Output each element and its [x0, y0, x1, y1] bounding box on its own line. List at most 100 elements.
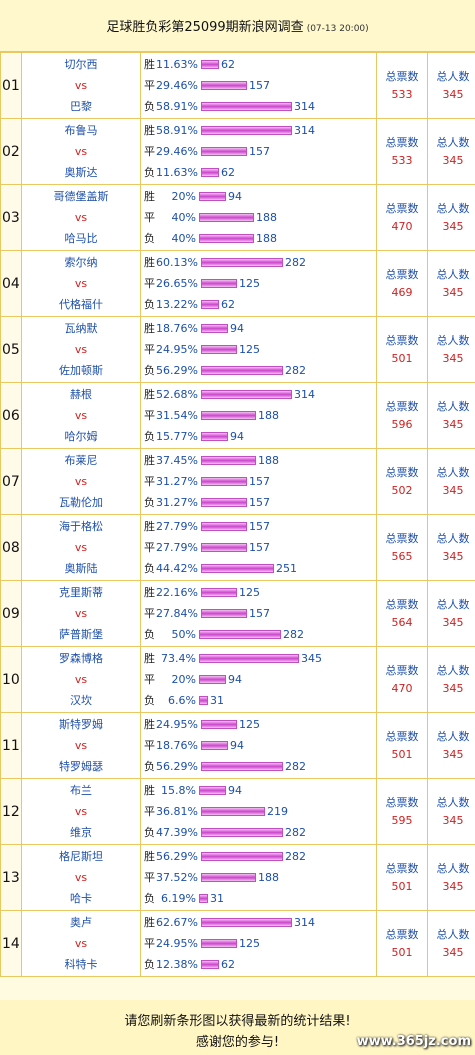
stat-draw: 平 24.95% 125 — [141, 339, 376, 360]
vote-stats: 胜 24.95% 125 平 18.76% 94 负 56.29% 282 — [140, 712, 377, 779]
home-team[interactable]: 布兰 — [70, 784, 92, 797]
vote-count: 94 — [229, 430, 244, 443]
vote-bar — [200, 300, 219, 309]
away-team[interactable]: 瓦勒伦加 — [59, 496, 103, 509]
home-team[interactable]: 哥德堡盖斯 — [53, 190, 109, 203]
stat-label: 平 — [144, 343, 155, 356]
home-team[interactable]: 罗森博格 — [59, 652, 103, 665]
stat-win: 胜 22.16% 125 — [141, 582, 376, 603]
total-votes-value: 564 — [391, 615, 413, 629]
stat-win: 胜 52.68% 314 — [141, 384, 376, 405]
thanks-notice: 感谢您的参与! — [195, 1035, 280, 1050]
away-team[interactable]: 巴黎 — [70, 100, 92, 113]
away-team[interactable]: 佐加顿斯 — [59, 364, 103, 377]
home-team[interactable]: 克里斯蒂 — [59, 586, 103, 599]
vote-count: 125 — [238, 718, 260, 731]
stat-label: 平 — [144, 277, 155, 290]
vote-count: 188 — [257, 871, 279, 884]
total-people-cell: 总人数 345 — [427, 316, 475, 383]
vote-stats: 胜 22.16% 125 平 27.84% 157 负 50% 282 — [140, 580, 377, 647]
vote-bar — [200, 828, 283, 837]
total-votes-label: 总票数 — [385, 663, 419, 677]
stat-lose: 负 11.63% 62 — [141, 162, 376, 183]
page-title: 足球胜负彩第25099期新浪网调查 — [106, 20, 304, 35]
stat-win: 胜 11.63% 62 — [141, 54, 376, 75]
total-votes-label: 总票数 — [385, 597, 419, 611]
vote-count: 282 — [284, 364, 306, 377]
match-number: 04 — [0, 250, 22, 317]
home-team[interactable]: 海于格松 — [59, 520, 103, 533]
total-votes-value: 501 — [391, 747, 413, 761]
stat-draw: 平 37.52% 188 — [141, 867, 376, 888]
home-team[interactable]: 格尼斯坦 — [59, 850, 103, 863]
vote-count: 345 — [301, 652, 322, 665]
vote-count: 94 — [228, 190, 242, 203]
stat-percent: 58.91% — [156, 100, 198, 113]
away-team[interactable]: 代格福什 — [59, 298, 103, 311]
vote-bar — [200, 390, 292, 399]
stat-draw: 平 29.46% 157 — [141, 75, 376, 96]
stat-win: 胜 24.95% 125 — [141, 714, 376, 735]
home-team[interactable]: 布鲁马 — [64, 124, 98, 137]
away-team[interactable]: 哈尔姆 — [64, 430, 98, 443]
away-team[interactable]: 维京 — [70, 826, 92, 839]
vs-label: vs — [74, 79, 88, 92]
away-team[interactable]: 哈卡 — [70, 892, 92, 905]
match-teams: 克里斯蒂 vs 萨普斯堡 — [21, 580, 141, 647]
away-team[interactable]: 科特卡 — [64, 958, 98, 971]
stat-label: 胜 — [144, 256, 155, 269]
match-row: 06 赫根 vs 哈尔姆 胜 52.68% 314 平 31.54% 188 负 15.77% 94 总票… — [0, 382, 475, 449]
vote-count: 125 — [238, 937, 260, 950]
home-team[interactable]: 奥卢 — [70, 916, 92, 929]
total-people-cell: 总人数 345 — [427, 250, 475, 317]
home-team[interactable]: 切尔西 — [64, 58, 98, 71]
total-votes-cell: 总票数 595 — [376, 778, 428, 845]
home-team[interactable]: 布莱尼 — [64, 454, 98, 467]
stat-draw: 平 27.84% 157 — [141, 603, 376, 624]
total-people-value: 345 — [442, 681, 464, 695]
match-row: 02 布鲁马 vs 奥斯达 胜 58.91% 314 平 29.46% 157 负 11.63% 62 总… — [0, 118, 475, 185]
home-team[interactable]: 瓦纳默 — [64, 322, 98, 335]
vote-bar — [200, 762, 283, 771]
vs-label: vs — [74, 673, 88, 686]
away-team[interactable]: 奥斯达 — [64, 166, 98, 179]
stat-lose: 负 56.29% 282 — [141, 360, 376, 381]
away-team[interactable]: 萨普斯堡 — [59, 628, 103, 641]
match-number: 02 — [0, 118, 22, 185]
home-team[interactable]: 索尔纳 — [64, 256, 98, 269]
total-votes-label: 总票数 — [385, 399, 419, 413]
stat-label: 胜 — [144, 718, 155, 731]
match-row: 09 克里斯蒂 vs 萨普斯堡 胜 22.16% 125 平 27.84% 157 负 50% 282 总… — [0, 580, 475, 647]
stat-label: 胜 — [144, 190, 155, 203]
stat-percent: 50% — [171, 628, 196, 641]
vote-bar — [199, 630, 281, 639]
stat-percent: 73.4% — [161, 652, 196, 665]
vote-bar — [199, 894, 208, 903]
total-people-cell: 总人数 345 — [427, 118, 475, 185]
stat-label: 负 — [144, 430, 155, 443]
stat-percent: 60.13% — [156, 256, 198, 269]
stat-percent: 27.79% — [156, 520, 198, 533]
match-teams: 奥卢 vs 科特卡 — [21, 910, 141, 977]
total-people-cell: 总人数 345 — [427, 184, 475, 251]
away-team[interactable]: 特罗姆瑟 — [59, 760, 103, 773]
vote-stats: 胜 62.67% 314 平 24.95% 125 负 12.38% 62 — [140, 910, 377, 977]
vote-count: 157 — [248, 79, 270, 92]
vs-label: vs — [74, 937, 88, 950]
stat-lose: 负 50% 282 — [141, 624, 376, 645]
vs-label: vs — [74, 871, 88, 884]
vote-count: 314 — [293, 124, 315, 137]
vote-bar — [199, 234, 254, 243]
vote-count: 282 — [284, 760, 306, 773]
away-team[interactable]: 哈马比 — [64, 232, 98, 245]
vote-bar — [200, 522, 247, 531]
total-votes-cell: 总票数 470 — [376, 184, 428, 251]
match-number: 03 — [0, 184, 22, 251]
vote-bar — [200, 588, 237, 597]
away-team[interactable]: 汉坎 — [70, 694, 92, 707]
home-team[interactable]: 赫根 — [70, 388, 92, 401]
total-people-cell: 总人数 345 — [427, 910, 475, 977]
vote-bar — [200, 258, 283, 267]
home-team[interactable]: 斯特罗姆 — [59, 718, 103, 731]
away-team[interactable]: 奥斯陆 — [64, 562, 98, 575]
